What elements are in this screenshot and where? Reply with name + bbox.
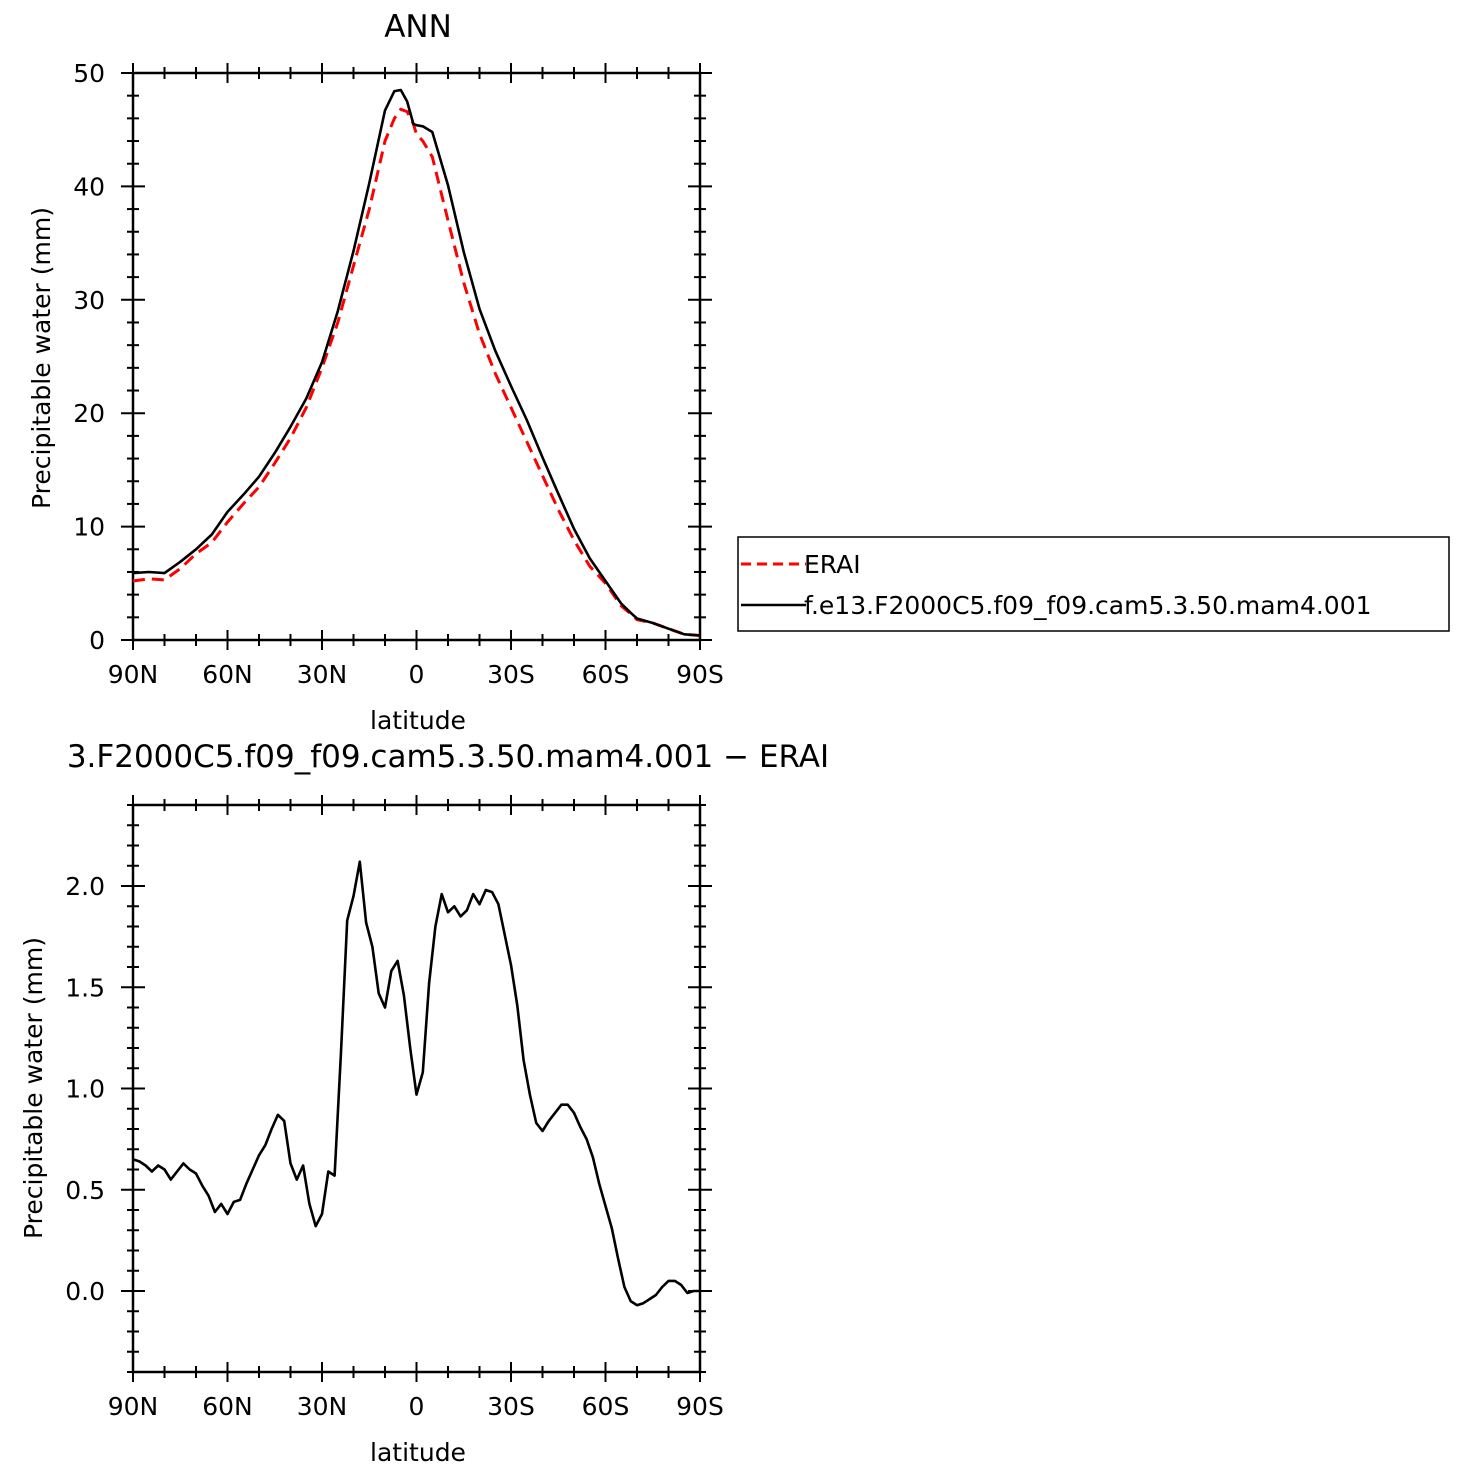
top-chart-frame (131, 71, 702, 642)
bottom-chart-x-tick-label: 60S (582, 1392, 630, 1421)
bottom-chart-y-tick-label: 0.5 (65, 1176, 105, 1205)
bottom-chart-x-tick-label: 30N (297, 1392, 348, 1421)
bottom-chart-title: 3.F2000C5.f09_f09.cam5.3.50.mam4.001 − E… (67, 739, 829, 775)
bottom-chart-ylabel: Precipitable water (mm) (19, 937, 48, 1239)
top-chart-y-tick-label: 30 (73, 286, 105, 315)
top-chart-y-tick-label: 10 (73, 513, 105, 542)
bottom-chart-x-tick-label: 0 (409, 1392, 425, 1421)
bottom-chart-y-tick-label: 1.5 (65, 973, 105, 1002)
top-chart-xlabel: latitude (370, 706, 466, 735)
bottom-chart-x-tick-label: 90S (676, 1392, 724, 1421)
top-chart-x-tick-label: 0 (409, 660, 425, 689)
top-chart-x-tick-label: 60N (202, 660, 253, 689)
bottom-chart-x-tick-label: 60N (202, 1392, 253, 1421)
legend-erai-label: ERAI (804, 550, 861, 579)
bottom-chart-series-line-0 (132, 860, 700, 1307)
bottom-chart-x-tick-label: 30S (487, 1392, 535, 1421)
legend: ERAI f.e13.F2000C5.f09_f09.cam5.3.50.mam… (737, 536, 1450, 632)
legend-box (737, 536, 1450, 632)
top-chart-x-tick-label: 30N (297, 660, 348, 689)
bottom-chart-y-tick-label: 1.0 (65, 1075, 105, 1104)
top-chart-x-tick-label: 30S (487, 660, 535, 689)
top-chart-y-tick-label: 40 (73, 172, 105, 201)
top-chart-x-tick-label: 90S (676, 660, 724, 689)
top-chart-y-tick-label: 50 (73, 59, 105, 88)
top-chart-series-line-1 (132, 88, 701, 637)
top-chart-y-tick-label: 20 (73, 399, 105, 428)
top-chart-x-tick-label: 90N (108, 660, 159, 689)
top-chart-plot-area: 90N 60N 30N 0 30S 60S 90S 0 10 20 30 40 50 (73, 59, 724, 689)
legend-model-label: f.e13.F2000C5.f09_f09.cam5.3.50.mam4.001 (804, 591, 1372, 620)
bottom-chart-xlabel: latitude (370, 1438, 466, 1467)
top-chart-x-tick-label: 60S (582, 660, 630, 689)
bottom-chart-plot-area: 90N 60N 30N 0 30S 60S 90S 0.0 0.5 1.0 1.5 2.0 (65, 795, 724, 1421)
top-chart-y-tick-label: 0 (89, 626, 105, 655)
bottom-chart-y-tick-label: 2.0 (65, 872, 105, 901)
bottom-chart-y-tick-label: 0.0 (65, 1277, 105, 1306)
top-chart-series-line-0 (132, 107, 701, 637)
top-chart-ylabel: Precipitable water (mm) (27, 207, 56, 509)
top-chart-title: ANN (384, 9, 452, 45)
bottom-chart-x-tick-label: 90N (108, 1392, 159, 1421)
